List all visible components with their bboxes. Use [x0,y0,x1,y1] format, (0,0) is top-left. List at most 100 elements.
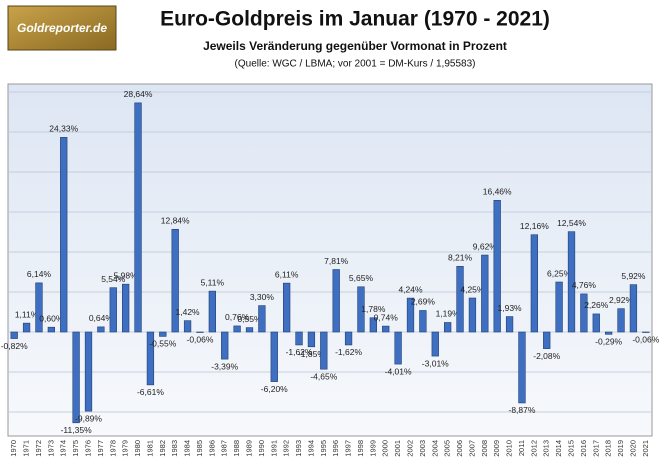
value-label: 1,11% [15,309,39,319]
x-tick-label: 1990 [257,440,266,457]
value-label: -3,01% [422,358,449,368]
x-tick-label: 1972 [34,440,43,457]
x-tick-label: 1983 [170,440,179,457]
value-label: 8,21% [448,253,473,263]
bar [97,326,105,333]
bar [233,325,241,333]
bar [518,331,526,404]
x-tick-label: 1991 [269,440,278,457]
x-tick-label: 1987 [220,440,229,457]
bar [171,228,179,333]
x-tick-label: 2021 [641,440,650,457]
bar [245,327,254,333]
value-label: 6,25% [547,268,572,278]
bar [617,308,625,333]
x-tick-label: 2015 [566,440,575,457]
value-label: -11,35% [61,425,92,435]
x-tick-label: 2001 [393,440,402,457]
value-label: 6,11% [275,269,299,279]
value-label: 4,24% [398,284,423,294]
source: (Quelle: WGC / LBMA; vor 2001 = DM-Kurs … [235,59,476,70]
value-label: -1,85% [298,349,325,359]
value-label: 0,55% [237,314,262,324]
value-label: 5,98% [114,270,139,280]
value-label: -6,20% [261,384,288,394]
chart-subtitle: Jeweils Veränderung gegenüber Vormonat i… [203,39,507,53]
logo: Goldreporter.de [17,21,107,35]
x-tick-label: 2003 [418,440,427,457]
x-tick-label: 1985 [195,440,204,457]
value-label: -0,06% [186,335,213,345]
value-label: 5,92% [621,271,646,281]
value-label: -0,82% [1,341,28,351]
bar [406,297,415,333]
bar [307,331,316,348]
x-tick-label: 2017 [591,440,600,457]
x-tick-label: 1975 [71,440,80,457]
x-tick-label: 1993 [294,440,303,457]
value-label: 0,60% [39,313,64,323]
x-tick-label: 1979 [121,440,130,457]
value-label: 2,92% [609,295,634,305]
bar [283,282,291,333]
bar [369,317,377,333]
value-label: -0,29% [595,337,622,347]
bar [10,331,18,339]
value-label: -3,39% [211,361,238,371]
bar [109,287,117,333]
bar [543,331,551,349]
bar [258,305,266,333]
x-tick-label: 1980 [133,440,142,457]
x-tick-label: 1978 [108,440,117,457]
bar [605,331,613,335]
value-label: 12,54% [557,218,586,228]
x-tick-label: 1982 [158,440,167,457]
bar [444,322,452,333]
x-tick-label: 2005 [443,440,452,457]
x-tick-label: 1981 [145,440,154,457]
bar [35,282,43,333]
plot-area [7,83,653,437]
value-label: 24,33% [49,124,78,134]
value-label: 5,11% [201,277,225,287]
bar [580,293,588,333]
x-tick-label: 2002 [405,440,414,457]
logo-box [7,5,117,51]
value-label: 5,54% [101,274,126,284]
x-tick-label: 2013 [542,440,551,457]
value-label: 5,65% [349,273,374,283]
value-label: 12,84% [161,216,190,226]
bar [629,284,638,333]
x-tick-label: 1971 [22,440,31,457]
value-label: 16,46% [483,187,512,197]
x-tick-label: 1996 [331,440,340,457]
bar [208,290,216,333]
value-label: -1,62% [335,347,362,357]
value-label: 0,76% [225,312,250,322]
value-label: 12,16% [520,221,549,231]
bar [431,331,439,357]
value-label: -1,62% [286,347,313,357]
x-tick-label: 1999 [368,440,377,457]
value-label: -8,87% [508,405,535,415]
bar [159,331,167,337]
value-label: 3,30% [250,292,275,302]
x-tick-label: 1998 [356,440,365,457]
value-label: -0,55% [149,339,176,349]
bar [481,254,489,333]
x-tick-label: 1970 [9,440,18,457]
bar [567,231,576,333]
x-tick-label: 1974 [59,440,68,457]
value-label: 1,78% [361,304,386,314]
bar [394,331,402,365]
bar [122,283,130,333]
value-label: 2,26% [584,300,609,310]
bar [60,137,68,333]
bar [221,331,229,360]
bar [332,269,340,333]
value-label: 2,69% [411,297,436,307]
value-label: 1,42% [176,307,201,317]
value-label: -4,01% [385,366,412,376]
bar [47,326,55,333]
